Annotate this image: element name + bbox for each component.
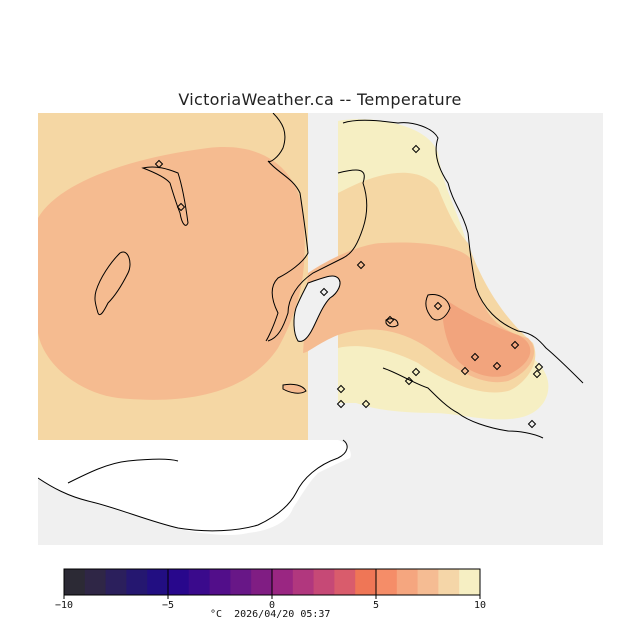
station-marker[interactable]: station-14 — [492, 361, 502, 371]
colorbar-bin — [272, 569, 294, 595]
land-mainland-south — [38, 440, 351, 535]
island-central — [425, 294, 451, 321]
colorbar-bin — [230, 569, 252, 595]
island-tiny — [385, 318, 399, 328]
station-marker[interactable]: station-15 — [532, 369, 542, 379]
colorbar-bin — [355, 569, 377, 595]
station-marker[interactable]: station-3 — [411, 144, 421, 154]
station-marker[interactable]: station-5 — [319, 287, 329, 297]
colorbar-bins — [64, 569, 481, 595]
coastlines — [38, 113, 584, 532]
colorbar-bin — [396, 569, 419, 595]
colorbar-bin — [376, 569, 398, 595]
colorbar-bin — [251, 569, 273, 595]
colorbar-tick-label: 5 — [373, 600, 379, 611]
station-marker[interactable]: station-12 — [336, 399, 346, 409]
legend-timestamp: 2026/04/20 05:37 — [234, 609, 331, 620]
station-marker[interactable]: station-18 — [411, 367, 421, 377]
island-west — [94, 251, 131, 316]
station-markers: station-1 station-2 station-3 station-4 stat… — [154, 144, 544, 429]
colorbar-bin — [105, 569, 127, 595]
colorbar-tick-label: 10 — [474, 600, 486, 611]
station-marker[interactable]: station-16 — [527, 419, 537, 429]
colorbar-bin — [209, 569, 231, 595]
station-marker[interactable]: station-6 — [385, 315, 395, 325]
station-marker[interactable]: station-9 — [470, 352, 480, 362]
station-marker[interactable]: station-19 — [534, 362, 544, 372]
island-south-small — [282, 383, 307, 394]
station-marker[interactable]: station-7 — [433, 301, 443, 311]
colorbar-ticks: −10 −5 0 5 10 — [55, 569, 486, 611]
station-marker[interactable]: station-2 — [176, 202, 186, 212]
station-marker[interactable]: station-17 — [404, 376, 414, 386]
colorbar-bin — [147, 569, 169, 595]
temperature-map[interactable]: station-1 station-2 station-3 station-4 stat… — [38, 113, 603, 545]
colorbar-bin — [126, 569, 148, 595]
colorbar-tick-label: −5 — [162, 600, 174, 611]
inlet — [293, 275, 341, 342]
station-marker[interactable]: station-11 — [336, 384, 346, 394]
colorbar-bin — [459, 569, 481, 595]
colorbar-bin — [313, 569, 335, 595]
contour-band-warm-east — [442, 298, 531, 377]
colorbar-bin — [84, 569, 107, 595]
islands — [94, 166, 451, 394]
colorbar-tick-label: 0 — [269, 600, 275, 611]
colorbar-bin — [64, 569, 86, 595]
station-marker[interactable]: station-13 — [361, 399, 371, 409]
contour-band-mid-west — [38, 147, 305, 400]
colorbar-bin — [188, 569, 211, 595]
station-marker[interactable]: station-10 — [460, 366, 470, 376]
station-marker[interactable]: station-8 — [510, 340, 520, 350]
legend-unit: °C — [210, 609, 223, 620]
island-north — [141, 166, 189, 226]
station-marker[interactable]: station-1 — [154, 159, 164, 169]
colorbar-bin — [168, 569, 190, 595]
legend-footer: °C 2026/04/20 05:37 — [210, 609, 330, 620]
station-marker[interactable]: station-4 — [356, 260, 366, 270]
colorbar-bin — [417, 569, 439, 595]
map-title: VictoriaWeather.ca -- Temperature — [178, 90, 462, 109]
colorbar-bin — [438, 569, 460, 595]
colorbar-bin — [334, 569, 356, 595]
colorbar-bin — [292, 569, 315, 595]
colorbar: −10 −5 0 5 10 — [55, 568, 486, 611]
colorbar-tick-label: −10 — [55, 600, 73, 611]
